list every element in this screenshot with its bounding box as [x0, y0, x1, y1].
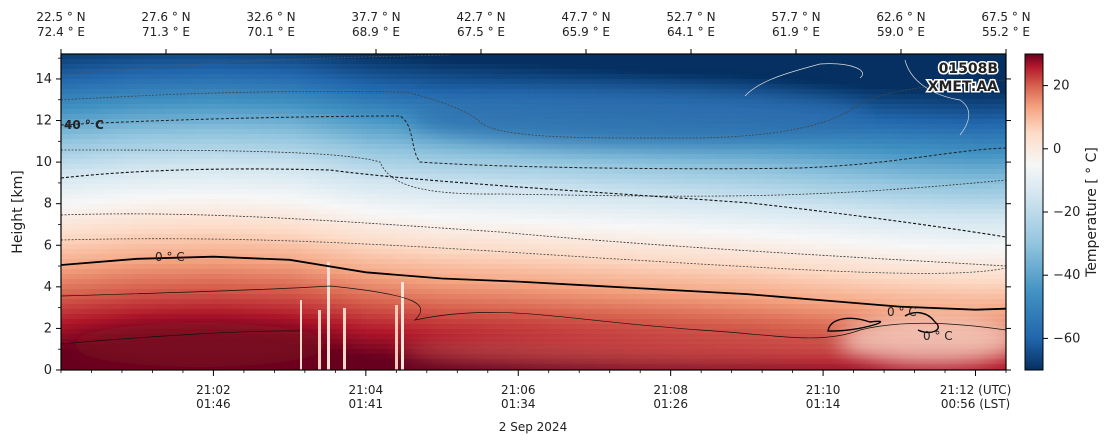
data-gap-streaks	[300, 262, 404, 370]
temperature-field	[61, 54, 1006, 370]
flight-id-label: 01508B	[939, 61, 998, 77]
plot-frame	[60, 53, 1007, 371]
y-tick-label: 0	[44, 363, 52, 378]
y-tick-label: 2	[44, 321, 52, 336]
top-tick-lat: 27.6 ° N	[141, 10, 190, 24]
top-tick-lat: 42.7 ° N	[456, 10, 505, 24]
y-tick-label: 6	[44, 238, 52, 253]
top-tick-lat: 22.5 ° N	[36, 10, 85, 24]
top-tick-lon: 64.1 ° E	[667, 25, 715, 39]
x-tick-label-utc: 21:04	[349, 383, 384, 397]
y-tick-label: 12	[35, 114, 52, 129]
x-tick-label-utc: 21:02	[196, 383, 231, 397]
x-tick-label-utc: 21:10	[806, 383, 841, 397]
contour-label-0c-c: 0 ° C	[923, 329, 953, 343]
contour-label-0c-a: 0 ° C	[155, 250, 185, 264]
top-tick-lat: 47.7 ° N	[561, 10, 610, 24]
top-tick-lon: 71.3 ° E	[142, 25, 190, 39]
isotherm-contours	[61, 54, 1006, 345]
top-tick-lon: 61.9 ° E	[772, 25, 820, 39]
x-tick-label-lst: 01:34	[501, 397, 536, 411]
instrument-label: XMET:AA	[928, 79, 999, 95]
colorbar	[1024, 53, 1044, 371]
top-tick-lon: 70.1 ° E	[247, 25, 295, 39]
x-tick-label-utc: 21:08	[653, 383, 688, 397]
y-axis: 0 2 4 6 8 10 12 14	[35, 57, 1011, 378]
top-tick-lat: 57.7 ° N	[771, 10, 820, 24]
contour-label-40c: 40 ° C	[64, 118, 104, 132]
x-tick-label-lst: 01:41	[349, 397, 384, 411]
top-tick-lat: 32.6 ° N	[246, 10, 295, 24]
top-tick-lon: 65.9 ° E	[562, 25, 610, 39]
x-tick-label-lst: 01:26	[653, 397, 688, 411]
x-tick-label-lst: 00:56 (LST)	[941, 397, 1010, 411]
colorbar-label: Temperature [ ° C]	[1084, 147, 1100, 278]
field-features	[70, 92, 1006, 368]
x-tick-label-utc: 21:12 (UTC)	[940, 383, 1012, 397]
colorbar-ticks: 20 0 −20 −40 −60	[1043, 79, 1080, 346]
top-tick-lat: 52.7 ° N	[666, 10, 715, 24]
y-tick-label: 8	[44, 197, 52, 212]
date-label: 2 Sep 2024	[499, 420, 567, 434]
colorbar-tick-label: −40	[1053, 268, 1080, 283]
top-tick-lon: 67.5 ° E	[457, 25, 505, 39]
colorbar-tick-label: −20	[1053, 205, 1080, 220]
top-tick-lon: 68.9 ° E	[352, 25, 400, 39]
x-tick-label-lst: 01:46	[196, 397, 231, 411]
y-axis-label: Height [km]	[10, 170, 26, 253]
top-tick-lat: 62.6 ° N	[876, 10, 925, 24]
y-tick-label: 14	[35, 72, 52, 87]
y-tick-label: 10	[35, 155, 52, 170]
contour-label-0c-b: 0 ° C	[887, 305, 917, 319]
top-tick-lon: 55.2 ° E	[982, 25, 1030, 39]
top-tick-lon: 59.0 ° E	[877, 25, 925, 39]
y-tick-label: 4	[44, 280, 52, 295]
top-lat-lon-axis: 22.5 ° N72.4 ° E 27.6 ° N71.3 ° E 32.6 ° N…	[36, 10, 1031, 54]
colorbar-tick-label: 0	[1053, 142, 1061, 157]
colorbar-tick-label: −60	[1053, 331, 1080, 346]
x-tick-label-lst: 01:14	[806, 397, 841, 411]
top-tick-lat: 67.5 ° N	[981, 10, 1030, 24]
top-tick-lon: 72.4 ° E	[37, 25, 85, 39]
colorbar-tick-label: 20	[1053, 79, 1070, 94]
x-tick-label-utc: 21:06	[501, 383, 536, 397]
top-tick-lat: 37.7 ° N	[351, 10, 400, 24]
